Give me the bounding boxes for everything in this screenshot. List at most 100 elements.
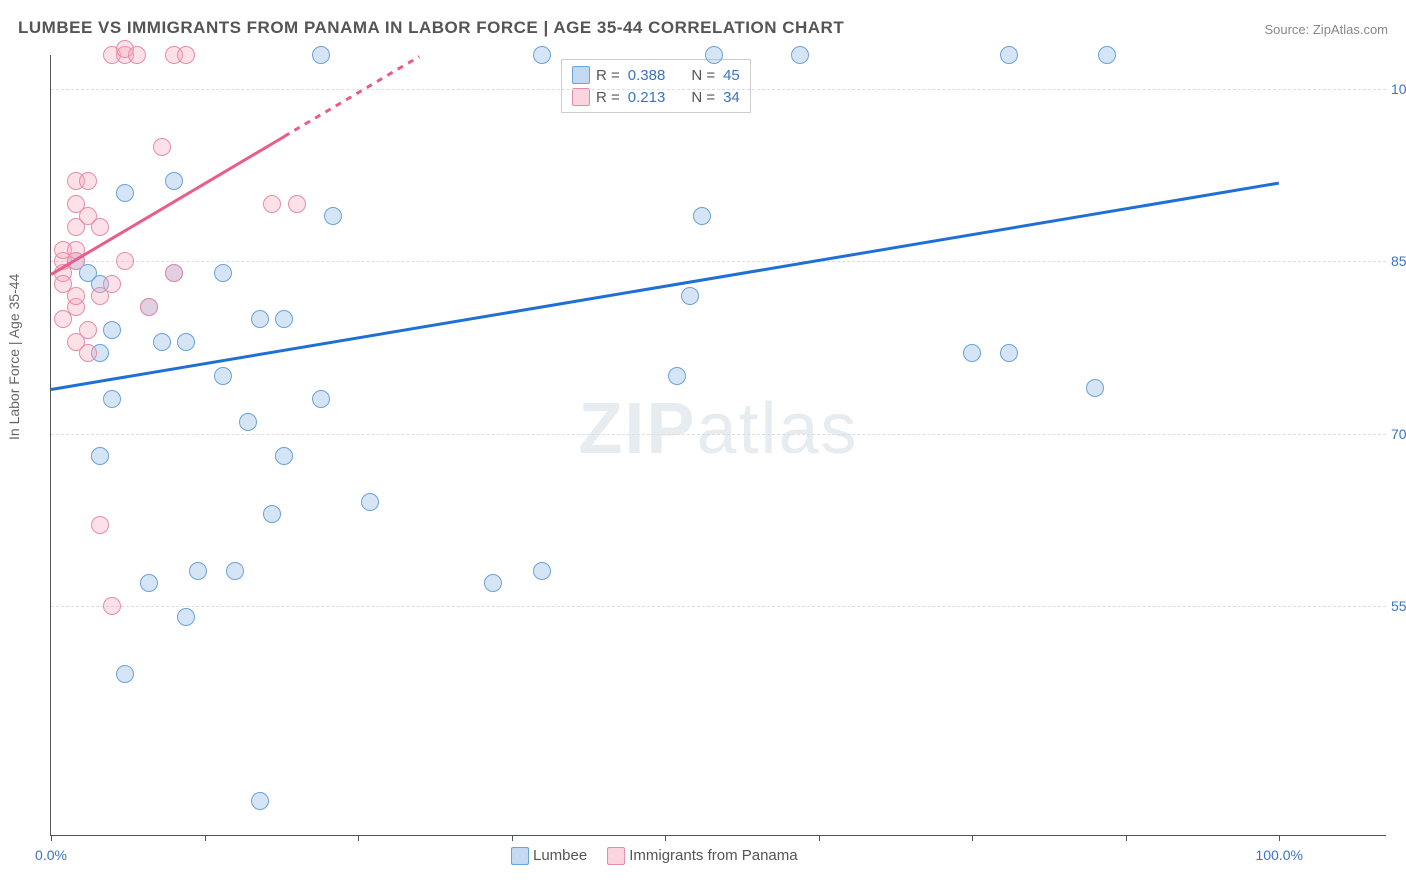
data-point xyxy=(103,597,121,615)
data-point xyxy=(1098,46,1116,64)
x-tick-label: 100.0% xyxy=(1255,847,1302,863)
data-point xyxy=(214,264,232,282)
data-point xyxy=(140,298,158,316)
legend-r-value: 0.388 xyxy=(628,67,666,84)
data-point xyxy=(533,562,551,580)
legend-n-value: 34 xyxy=(723,89,740,106)
correlation-legend: R = 0.388 N = 45 R = 0.213 N = 34 xyxy=(561,59,751,113)
watermark-bold: ZIP xyxy=(578,389,696,469)
data-point xyxy=(263,505,281,523)
y-axis-label: In Labor Force | Age 35-44 xyxy=(6,274,22,440)
data-point xyxy=(275,447,293,465)
legend-item: Lumbee xyxy=(511,847,587,865)
watermark-light: atlas xyxy=(696,389,858,469)
x-tick xyxy=(51,835,52,841)
x-tick xyxy=(665,835,666,841)
data-point xyxy=(54,310,72,328)
legend-n-value: 45 xyxy=(723,67,740,84)
y-tick-label: 70.0% xyxy=(1391,426,1406,442)
data-point xyxy=(312,46,330,64)
data-point xyxy=(91,516,109,534)
data-point xyxy=(668,367,686,385)
data-point xyxy=(165,264,183,282)
data-point xyxy=(312,390,330,408)
legend-item: Immigrants from Panama xyxy=(607,847,797,865)
data-point xyxy=(251,310,269,328)
data-point xyxy=(275,310,293,328)
data-point xyxy=(533,46,551,64)
chart-title: LUMBEE VS IMMIGRANTS FROM PANAMA IN LABO… xyxy=(18,18,844,38)
trend-line xyxy=(50,135,285,275)
x-tick xyxy=(819,835,820,841)
gridline xyxy=(51,434,1386,435)
data-point xyxy=(324,207,342,225)
data-point xyxy=(153,333,171,351)
data-point xyxy=(239,413,257,431)
x-tick xyxy=(972,835,973,841)
gridline xyxy=(51,89,1386,90)
data-point xyxy=(963,344,981,362)
chart-plot-area: ZIPatlas R =0.388N =45R =0.213N =34 Lumb… xyxy=(50,55,1386,836)
x-tick xyxy=(1279,835,1280,841)
x-tick-label: 0.0% xyxy=(35,847,67,863)
data-point xyxy=(79,172,97,190)
legend-n-label: N = xyxy=(691,67,715,84)
legend-row: R = 0.388 N = 45 xyxy=(572,64,740,86)
legend-label: Immigrants from Panama xyxy=(629,847,797,864)
legend-swatch xyxy=(511,847,529,865)
data-point xyxy=(116,184,134,202)
trend-line xyxy=(284,55,420,137)
y-tick-label: 85.0% xyxy=(1391,253,1406,269)
data-point xyxy=(116,665,134,683)
data-point xyxy=(153,138,171,156)
data-point xyxy=(177,46,195,64)
data-point xyxy=(681,287,699,305)
trend-line xyxy=(51,181,1280,390)
x-tick xyxy=(1126,835,1127,841)
x-tick xyxy=(205,835,206,841)
legend-swatch xyxy=(607,847,625,865)
data-point xyxy=(103,275,121,293)
legend-label: Lumbee xyxy=(533,847,587,864)
data-point xyxy=(103,321,121,339)
legend-swatch xyxy=(572,66,590,84)
data-point xyxy=(128,46,146,64)
y-tick-label: 55.0% xyxy=(1391,598,1406,614)
watermark: ZIPatlas xyxy=(578,388,858,470)
data-point xyxy=(177,608,195,626)
data-point xyxy=(189,562,207,580)
data-point xyxy=(214,367,232,385)
data-point xyxy=(484,574,502,592)
data-point xyxy=(67,287,85,305)
legend-r-value: 0.213 xyxy=(628,89,666,106)
data-point xyxy=(140,574,158,592)
gridline xyxy=(51,606,1386,607)
data-point xyxy=(1000,344,1018,362)
data-point xyxy=(103,390,121,408)
data-point xyxy=(288,195,306,213)
data-point xyxy=(361,493,379,511)
data-point xyxy=(251,792,269,810)
data-point xyxy=(705,46,723,64)
data-point xyxy=(177,333,195,351)
data-point xyxy=(1000,46,1018,64)
data-point xyxy=(91,218,109,236)
legend-swatch xyxy=(572,88,590,106)
legend-r-label: R = xyxy=(596,67,620,84)
data-point xyxy=(1086,379,1104,397)
data-point xyxy=(116,252,134,270)
legend-n-label: N = xyxy=(691,89,715,106)
y-tick-label: 100.0% xyxy=(1391,81,1406,97)
data-point xyxy=(67,333,85,351)
data-point xyxy=(263,195,281,213)
data-point xyxy=(226,562,244,580)
source-label: Source: ZipAtlas.com xyxy=(1264,22,1388,37)
legend-r-label: R = xyxy=(596,89,620,106)
gridline xyxy=(51,261,1386,262)
data-point xyxy=(693,207,711,225)
x-tick xyxy=(512,835,513,841)
data-point xyxy=(165,172,183,190)
data-point xyxy=(791,46,809,64)
x-tick xyxy=(358,835,359,841)
data-point xyxy=(91,447,109,465)
